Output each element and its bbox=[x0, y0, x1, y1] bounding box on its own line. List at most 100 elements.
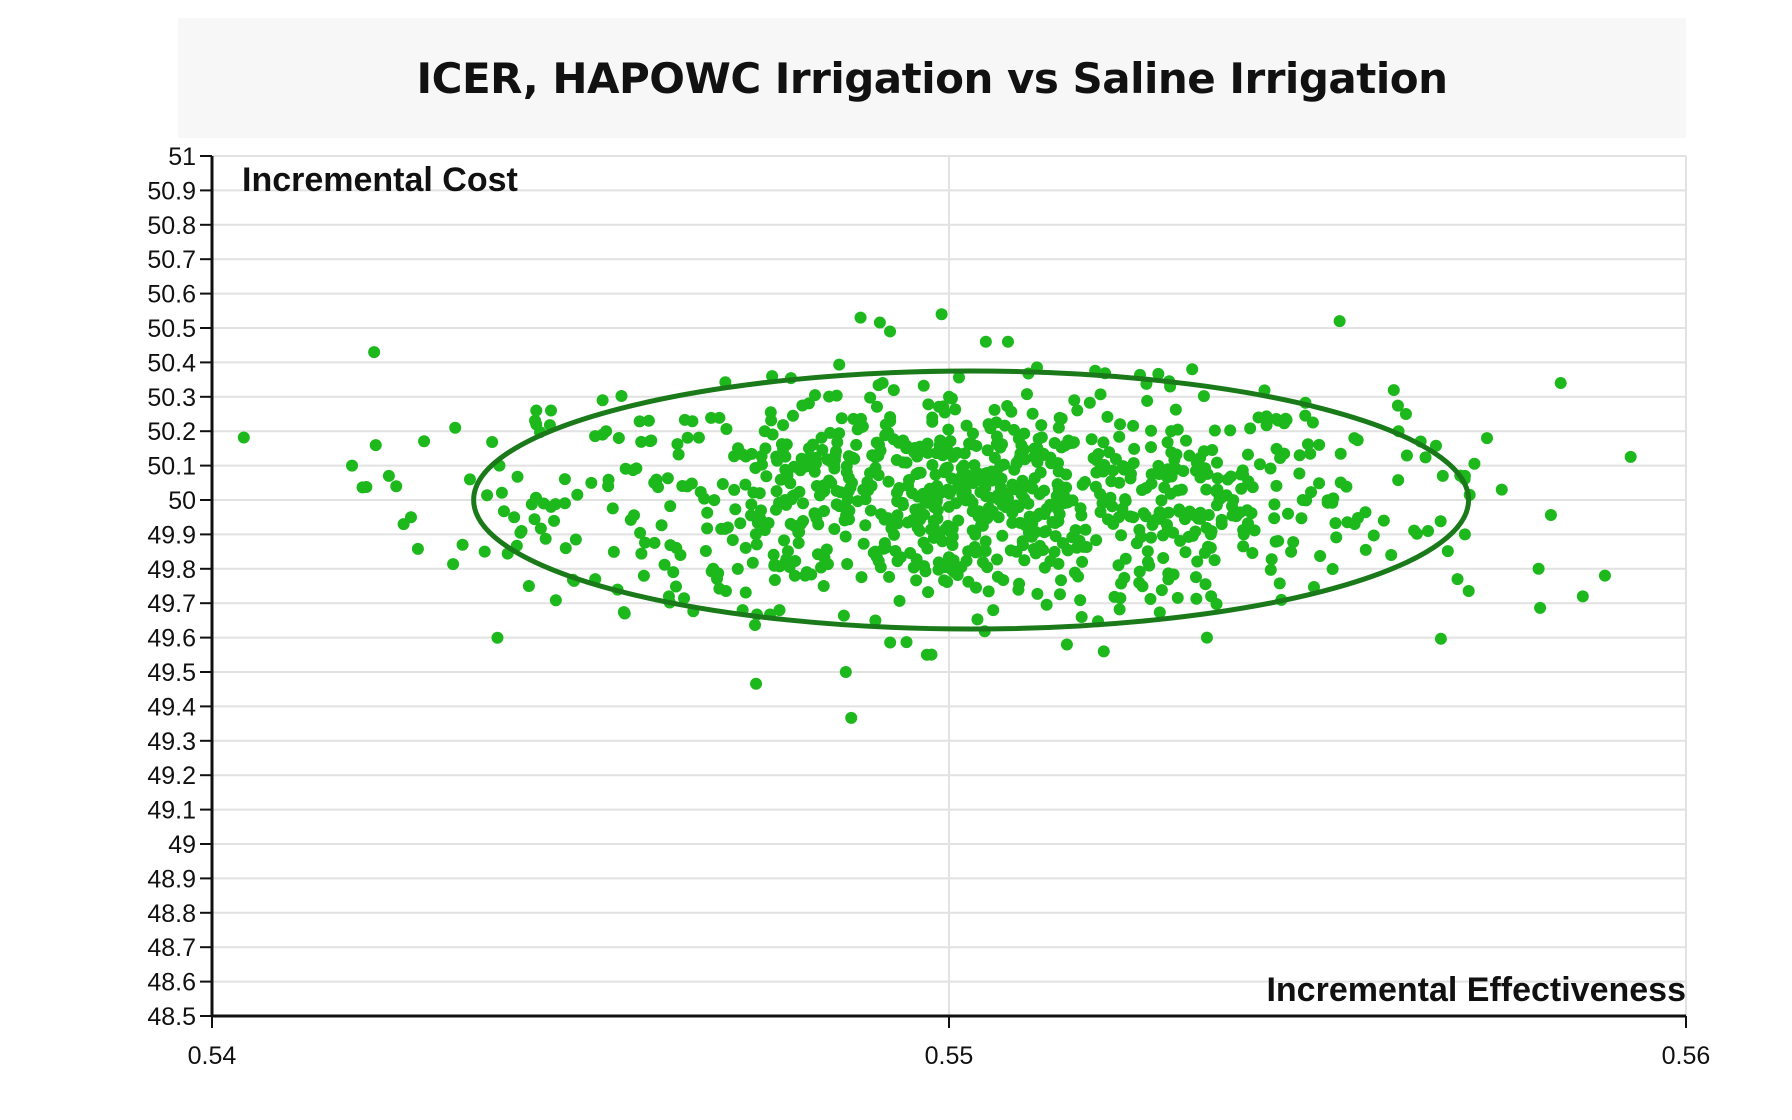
data-point bbox=[356, 481, 369, 494]
data-point bbox=[777, 419, 790, 432]
data-point bbox=[884, 636, 897, 649]
data-point bbox=[1144, 531, 1157, 544]
data-point bbox=[678, 592, 691, 605]
data-point bbox=[1348, 517, 1361, 530]
data-point bbox=[883, 570, 896, 583]
data-point bbox=[569, 533, 582, 546]
data-point bbox=[713, 411, 726, 424]
data-point bbox=[1130, 537, 1143, 550]
data-point bbox=[931, 480, 944, 493]
data-point bbox=[839, 666, 852, 678]
data-point bbox=[639, 536, 652, 549]
data-point bbox=[1013, 452, 1026, 465]
data-point bbox=[1133, 565, 1146, 578]
data-point bbox=[786, 409, 799, 422]
data-point bbox=[1141, 545, 1154, 558]
data-point bbox=[778, 534, 791, 547]
axes: 48.5 48.6 48.7 48.8 48.9 49 49.1 49.2 49.3 49.4 49… bbox=[147, 143, 1710, 1070]
data-point bbox=[939, 463, 952, 476]
data-point bbox=[952, 514, 965, 527]
data-point bbox=[1106, 500, 1119, 513]
data-point bbox=[1213, 493, 1226, 506]
data-point bbox=[1183, 505, 1196, 518]
data-point bbox=[681, 431, 694, 444]
data-point bbox=[390, 480, 403, 493]
data-point bbox=[1066, 531, 1079, 544]
y-tick-label: 49.4 bbox=[147, 693, 196, 721]
data-point bbox=[739, 478, 752, 491]
data-point bbox=[1006, 516, 1019, 529]
data-point bbox=[705, 411, 718, 424]
data-point bbox=[942, 551, 955, 564]
data-point bbox=[1144, 593, 1157, 606]
data-point bbox=[1333, 315, 1346, 328]
data-point bbox=[1264, 462, 1277, 475]
data-point bbox=[1107, 464, 1120, 477]
data-point bbox=[1114, 418, 1127, 431]
data-point bbox=[969, 525, 982, 538]
data-point bbox=[511, 470, 524, 483]
data-point bbox=[884, 325, 897, 338]
data-point bbox=[1133, 523, 1146, 536]
y-tick-label: 48.5 bbox=[147, 1003, 196, 1031]
data-point bbox=[1304, 447, 1317, 460]
data-point bbox=[784, 517, 797, 530]
data-point bbox=[1186, 529, 1199, 542]
data-point bbox=[926, 415, 939, 428]
data-point bbox=[976, 556, 989, 569]
data-point bbox=[781, 545, 794, 558]
data-point bbox=[872, 555, 885, 568]
data-point bbox=[884, 411, 897, 424]
data-point bbox=[411, 542, 424, 555]
data-point bbox=[1114, 592, 1127, 605]
data-point bbox=[821, 558, 834, 571]
data-point bbox=[739, 541, 752, 554]
data-point bbox=[1055, 412, 1068, 425]
data-point bbox=[720, 422, 733, 435]
data-point bbox=[1314, 549, 1327, 562]
data-point bbox=[775, 438, 788, 451]
data-point bbox=[1083, 396, 1096, 409]
data-point bbox=[1293, 449, 1306, 462]
data-point bbox=[1272, 534, 1285, 547]
data-point bbox=[779, 555, 792, 568]
data-point bbox=[1385, 549, 1398, 562]
data-point bbox=[1034, 539, 1047, 552]
data-point bbox=[558, 473, 571, 486]
data-point bbox=[1143, 559, 1156, 572]
data-point bbox=[917, 379, 930, 392]
data-point bbox=[1422, 524, 1435, 537]
data-point bbox=[891, 509, 904, 522]
data-point bbox=[966, 427, 979, 440]
data-point bbox=[1334, 447, 1347, 460]
data-point bbox=[1040, 502, 1053, 515]
data-point bbox=[1061, 496, 1074, 509]
data-point bbox=[859, 493, 872, 506]
data-point bbox=[935, 308, 948, 321]
data-point bbox=[642, 414, 655, 427]
data-point bbox=[1001, 335, 1014, 348]
data-point bbox=[692, 431, 705, 444]
data-point bbox=[960, 419, 973, 432]
data-point bbox=[1040, 598, 1053, 611]
data-point bbox=[1273, 577, 1286, 590]
data-point bbox=[792, 537, 805, 550]
data-point bbox=[1052, 457, 1065, 470]
data-point bbox=[1013, 577, 1026, 590]
data-point bbox=[1237, 540, 1250, 553]
data-point bbox=[900, 456, 913, 469]
data-point bbox=[945, 472, 958, 485]
data-point bbox=[1009, 499, 1022, 512]
data-point bbox=[1161, 518, 1174, 531]
data-point bbox=[716, 478, 729, 491]
data-point bbox=[904, 547, 917, 560]
data-point bbox=[1170, 448, 1183, 461]
data-point bbox=[1326, 562, 1339, 575]
y-tick-label: 50.9 bbox=[147, 177, 196, 205]
data-point bbox=[1624, 450, 1637, 463]
data-point bbox=[635, 435, 648, 448]
data-point bbox=[764, 406, 777, 419]
data-point bbox=[1194, 512, 1207, 525]
data-point bbox=[931, 503, 944, 516]
data-point bbox=[1264, 563, 1277, 576]
